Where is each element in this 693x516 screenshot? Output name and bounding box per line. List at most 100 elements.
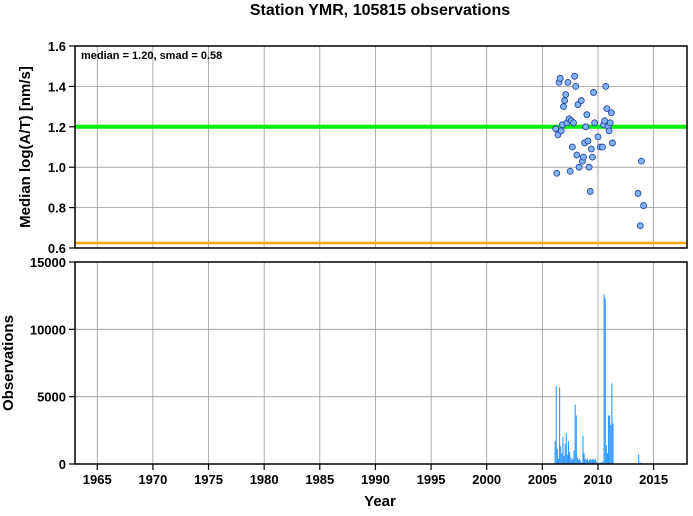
observation-bar: [566, 433, 567, 464]
observation-bar: [609, 416, 610, 464]
observation-bar: [576, 416, 577, 464]
x-tick-label: 2005: [528, 472, 557, 487]
data-point: [602, 118, 608, 124]
observation-bar: [608, 416, 609, 464]
data-point: [608, 110, 614, 116]
observation-bar: [567, 455, 568, 464]
bottom-y-tick-label: 15000: [30, 255, 66, 270]
bottom-plot-area: [75, 262, 687, 464]
observation-bar: [587, 459, 588, 464]
observation-bar: [570, 457, 571, 464]
observation-bar: [561, 453, 562, 464]
observation-bar: [604, 294, 605, 464]
x-axis-label: Year: [364, 493, 396, 510]
observation-bar: [606, 445, 607, 464]
top-y-tick-label: 0.6: [48, 241, 66, 256]
observation-bar: [610, 425, 611, 464]
x-tick-label: 1970: [138, 472, 167, 487]
median-amplitude-panel: 0.6 0.8 1.0 1.2 1.4 1.6 median = 1.20, smad =…: [17, 39, 687, 256]
x-tick-label: 1990: [361, 472, 390, 487]
observation-bar: [568, 441, 569, 464]
observation-bar: [574, 451, 575, 464]
observation-bar: [584, 453, 585, 464]
top-y-tick-label: 1.0: [48, 160, 66, 175]
x-tick-label: 2010: [584, 472, 613, 487]
observation-bar: [607, 453, 608, 464]
data-point: [584, 112, 590, 118]
data-point: [587, 188, 593, 194]
data-point: [591, 89, 597, 95]
data-point: [581, 154, 587, 160]
bottom-y-tick-label: 10000: [30, 322, 66, 337]
bottom-y-ticks: 0 5000 10000 15000: [30, 255, 75, 472]
observation-bar: [569, 452, 570, 464]
observation-bar: [559, 387, 560, 464]
data-point: [586, 164, 592, 170]
observation-bar: [565, 444, 566, 464]
observation-bar: [582, 436, 583, 464]
top-y-tick-label: 1.6: [48, 39, 66, 54]
top-y-tick-label: 1.4: [48, 79, 67, 94]
data-point: [560, 104, 566, 110]
bottom-y-tick-label: 0: [59, 457, 66, 472]
data-point: [558, 128, 564, 134]
observation-bar: [562, 437, 563, 464]
x-tick-label: 1980: [250, 472, 279, 487]
median-smad-annotation: median = 1.20, smad = 0.58: [81, 50, 222, 62]
top-y-tick-label: 1.2: [48, 120, 66, 135]
x-tick-label: 1985: [305, 472, 334, 487]
data-point: [562, 98, 568, 104]
top-plot-area: [75, 46, 687, 248]
observation-bar: [590, 459, 591, 464]
observation-bar: [558, 459, 559, 464]
observation-bar: [560, 446, 561, 464]
data-point: [574, 152, 580, 158]
data-point: [578, 98, 584, 104]
data-point: [606, 128, 612, 134]
top-y-ticks: 0.6 0.8 1.0 1.2 1.4 1.6: [48, 39, 75, 256]
data-point: [599, 144, 605, 150]
data-point: [592, 120, 598, 126]
data-point: [565, 79, 571, 85]
data-point: [637, 223, 643, 229]
data-point: [607, 120, 613, 126]
data-point: [573, 83, 579, 89]
data-point: [572, 73, 578, 79]
observation-bar: [563, 456, 564, 464]
data-point: [595, 134, 601, 140]
top-y-tick-label: 0.8: [48, 201, 66, 216]
data-point: [576, 164, 582, 170]
observation-bar: [577, 457, 578, 464]
data-point: [554, 170, 560, 176]
observation-bar: [579, 459, 580, 464]
bottom-y-tick-label: 5000: [37, 390, 66, 405]
observation-bar: [592, 459, 593, 464]
x-tick-label: 2000: [472, 472, 501, 487]
observation-bar: [605, 298, 606, 464]
data-point: [563, 91, 569, 97]
observation-bar: [556, 386, 557, 464]
observation-bar: [555, 441, 556, 464]
data-point: [635, 190, 641, 196]
data-point: [589, 154, 595, 160]
observation-bar: [595, 459, 596, 464]
x-tick-label: 1995: [417, 472, 446, 487]
x-tick-label: 1975: [194, 472, 223, 487]
top-y-axis-label: Median log(A/T) [nm/s]: [17, 66, 34, 228]
data-point: [569, 144, 575, 150]
data-point: [588, 146, 594, 152]
data-point: [571, 120, 577, 126]
observation-bar: [575, 405, 576, 464]
observation-bar: [557, 449, 558, 464]
observation-bar: [611, 383, 612, 464]
observation-bar: [638, 455, 639, 464]
data-point: [583, 124, 589, 130]
observation-bar: [585, 459, 586, 464]
bottom-y-axis-label: Observations: [0, 315, 17, 411]
data-point: [641, 203, 647, 209]
data-point: [638, 158, 644, 164]
data-point: [557, 75, 563, 81]
data-point: [609, 140, 615, 146]
